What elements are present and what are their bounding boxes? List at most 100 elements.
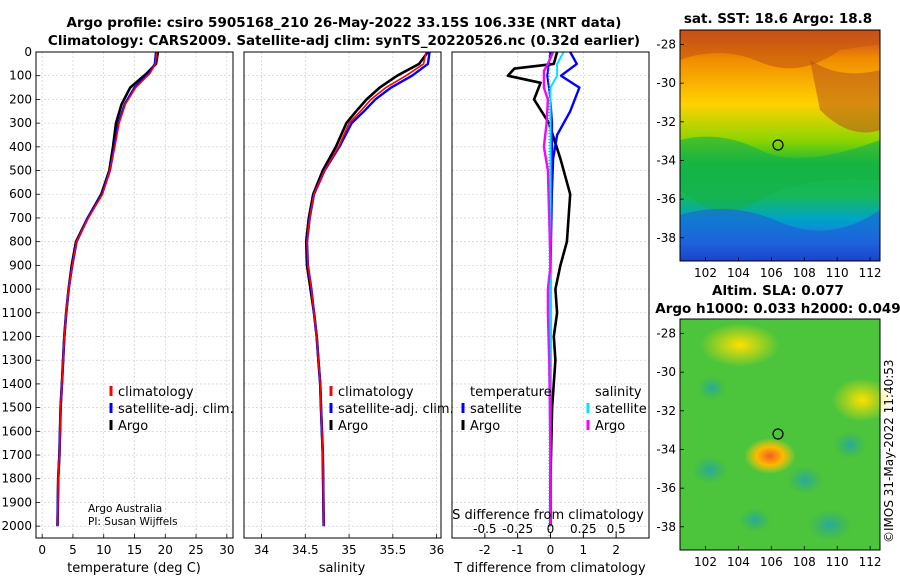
- sla-map-frame: [679, 318, 881, 551]
- salinity-legend: climatology satellite-adj. clim. Argo: [329, 385, 454, 434]
- legend-label-climatology: climatology: [118, 385, 194, 400]
- x-tick-label: 10: [96, 543, 111, 557]
- series-line-salinity-satellite: [549, 52, 565, 527]
- salinity-lines: [304, 52, 431, 527]
- legend-label-satellite-clim: satellite-adj. clim.: [118, 402, 234, 417]
- lat-tick-label: -32: [656, 404, 676, 418]
- x-tick-label: 34.5: [292, 543, 319, 557]
- depth-tick-label: 100: [9, 69, 32, 83]
- legend-label-satellite-clim: satellite-adj. clim.: [338, 402, 454, 417]
- depth-tick-label: 800: [9, 235, 32, 249]
- sla-high-2: [832, 378, 892, 422]
- depth-tick-label: 1700: [1, 448, 32, 462]
- s-diff-tick-label: 0: [547, 522, 555, 536]
- legend-label-climatology: climatology: [338, 385, 414, 400]
- x-tick-label: 20: [158, 543, 173, 557]
- lat-tick-label: -28: [656, 326, 676, 340]
- sla-low-2: [787, 466, 823, 494]
- series-line-temperature-argo: [506, 52, 572, 527]
- lat-tick-label: -34: [656, 153, 676, 167]
- t-difference-x-label: T difference from climatology: [453, 561, 646, 576]
- legend-label-argo: Argo: [338, 419, 368, 434]
- sla-low-6: [698, 376, 726, 400]
- salinity-plot-background: [244, 52, 441, 538]
- lat-tick-label: -28: [656, 37, 676, 51]
- sla-low-5: [739, 508, 771, 532]
- sst-map: sat. SST: 18.6 Argo: 18.8 -28 -30 -32 -34 -3…: [656, 11, 881, 280]
- sla-lat-ticks: -28 -30 -32 -34 -36 -38: [656, 326, 684, 534]
- salinity-x-label: salinity: [319, 561, 366, 576]
- lat-tick-label: -36: [656, 481, 676, 495]
- x-tick-label: -1: [512, 543, 524, 557]
- s-diff-tick-label: 0.25: [570, 522, 597, 536]
- sst-argo-marker: [772, 139, 784, 151]
- depth-tick-label: 1800: [1, 472, 32, 486]
- sla-low-4: [808, 509, 852, 541]
- lon-tick-label: 106: [760, 266, 783, 280]
- series-line-salinity-argo: [542, 52, 555, 527]
- sla-hotspot: [744, 438, 796, 474]
- lat-tick-label: -30: [656, 76, 676, 90]
- figure-title-1: Argo profile: csiro 5905168_210 26-May-2…: [67, 15, 622, 31]
- sla-low-3: [834, 431, 866, 459]
- difference-legend: temperature salinity satellite Argo sate…: [461, 385, 647, 434]
- x-tick-label: 0: [547, 543, 555, 557]
- x-tick-label: 25: [188, 543, 203, 557]
- temperature-panel: 0100200300400500600700800900100011001200…: [1, 45, 234, 576]
- depth-tick-label: 1500: [1, 401, 32, 415]
- sla-argo-marker: [772, 428, 784, 440]
- series-line-climatology: [306, 52, 427, 527]
- s-diff-tick-label: 0.5: [607, 522, 626, 536]
- series-line-climatology: [56, 52, 158, 527]
- legend-title-salinity: salinity: [595, 385, 642, 400]
- s-diff-tick-label: -0.25: [502, 522, 533, 536]
- lon-tick-label: 108: [793, 266, 816, 280]
- salinity-grid: [244, 51, 441, 538]
- x-tick-label: -2: [479, 543, 491, 557]
- legend-label-t-satellite: satellite: [470, 402, 522, 417]
- lon-tick-label: 110: [826, 555, 849, 569]
- depth-tick-label: 300: [9, 116, 32, 130]
- lat-tick-label: -36: [656, 192, 676, 206]
- sla-low-1: [692, 456, 728, 484]
- credit-organisation: Argo Australia: [88, 503, 162, 515]
- depth-tick-label: 2000: [1, 519, 32, 533]
- depth-tick-label: 500: [9, 164, 32, 178]
- sst-warm-region: [680, 30, 880, 69]
- depth-tick-label: 0: [24, 45, 32, 59]
- depth-tick-label: 600: [9, 187, 32, 201]
- depth-tick-label: 1400: [1, 377, 32, 391]
- x-tick-label: 15: [127, 543, 142, 557]
- sst-lon-ticks: 102 104 106 108 110 112: [694, 257, 882, 280]
- legend-label-t-argo: Argo: [470, 419, 500, 434]
- depth-tick-label: 1600: [1, 424, 32, 438]
- x-tick-label: 2: [612, 543, 620, 557]
- lon-tick-label: 104: [727, 266, 750, 280]
- depth-tick-label: 900: [9, 258, 32, 272]
- depth-tick-label: 1100: [1, 306, 32, 320]
- lat-tick-label: -34: [656, 442, 676, 456]
- x-tick-label: 0: [38, 543, 46, 557]
- depth-tick-label: 1900: [1, 495, 32, 509]
- salinity-panel: 34 34.5 35 35.5 36 salinity climatology sate…: [243, 51, 454, 576]
- figure-title-2: Climatology: CARS2009. Satellite-adj cli…: [48, 33, 640, 49]
- sla-map-title-1: Altim. SLA: 0.077: [712, 283, 844, 299]
- x-tick-label: 35.5: [379, 543, 406, 557]
- sla-map-title-2: Argo h1000: 0.033 h2000: 0.049: [655, 301, 900, 317]
- lon-tick-label: 102: [694, 555, 717, 569]
- sla-high-1: [700, 323, 780, 367]
- salinity-plot-frame: [243, 51, 442, 539]
- depth-tick-label: 200: [9, 92, 32, 106]
- depth-tick-label: 1200: [1, 329, 32, 343]
- salinity-axis-ticks: 34 34.5 35 35.5 36: [254, 534, 444, 557]
- x-tick-label: 5: [69, 543, 77, 557]
- temperature-legend: climatology satellite-adj. clim. Argo: [109, 385, 234, 434]
- sst-map-frame: [679, 29, 881, 262]
- lat-tick-label: -38: [656, 520, 676, 534]
- sst-warm-eddy: [810, 60, 880, 133]
- lat-tick-label: -32: [656, 115, 676, 129]
- temperature-grid: [36, 51, 233, 538]
- lon-tick-label: 110: [826, 266, 849, 280]
- temperature-lines: [56, 52, 160, 527]
